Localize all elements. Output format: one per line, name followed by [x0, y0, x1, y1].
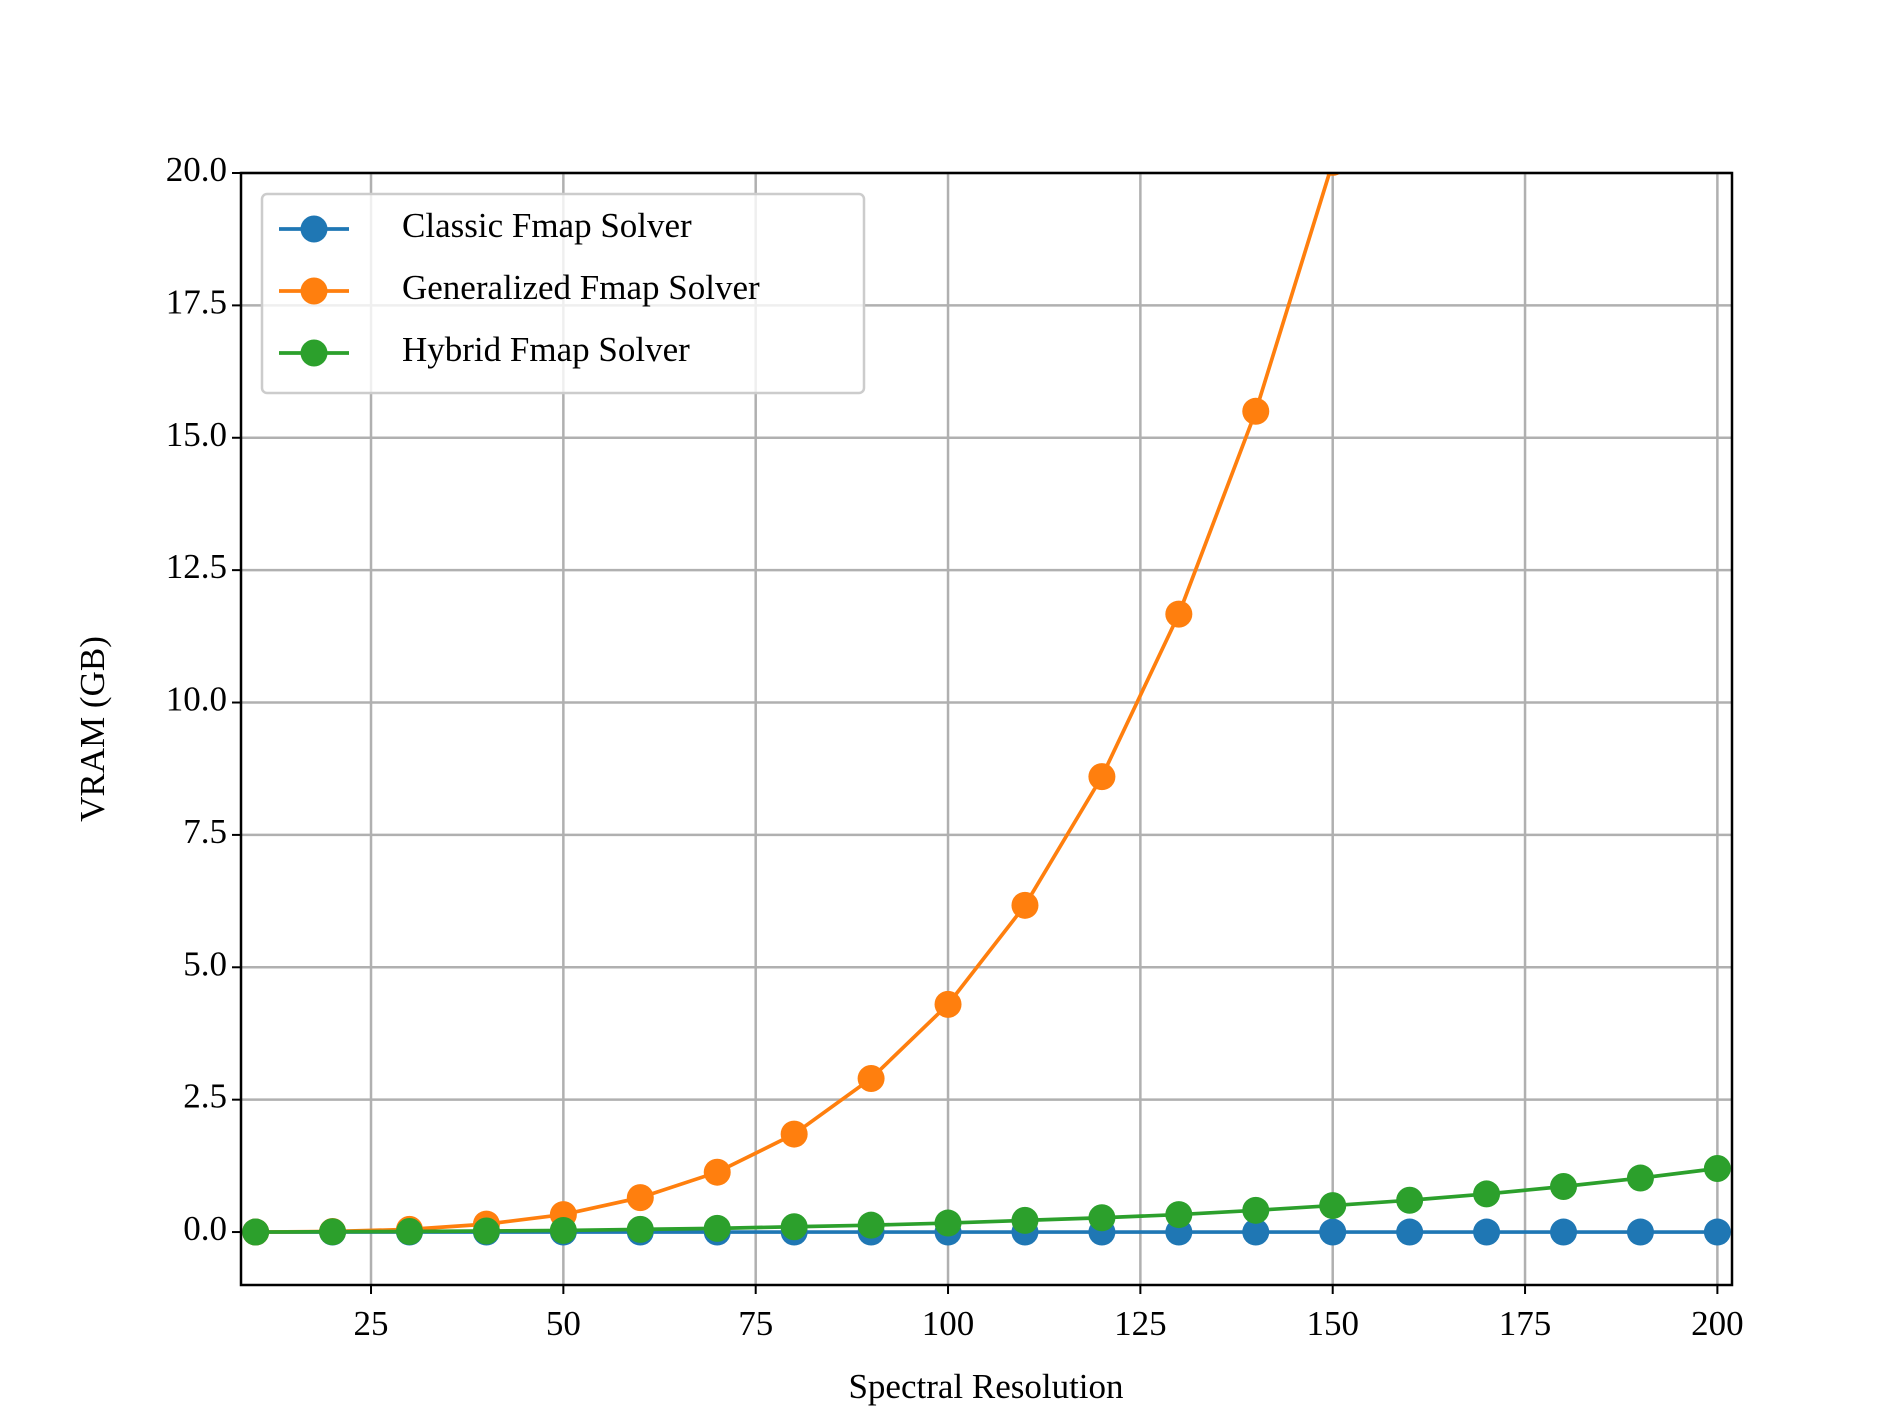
legend-marker — [300, 277, 328, 305]
data-point — [1242, 397, 1270, 425]
data-point — [703, 1158, 731, 1186]
data-point — [1319, 1192, 1347, 1220]
x-tick-label: 175 — [1499, 1304, 1552, 1343]
data-point — [934, 1209, 962, 1237]
data-point — [626, 1215, 654, 1243]
data-point — [319, 1218, 347, 1246]
data-point — [1473, 1218, 1501, 1246]
data-point — [934, 990, 962, 1018]
data-point — [1396, 1186, 1424, 1214]
legend-label: Hybrid Fmap Solver — [402, 330, 690, 369]
x-tick-label: 25 — [354, 1304, 389, 1343]
y-tick-label: 15.0 — [166, 415, 227, 454]
y-tick-label: 0.0 — [183, 1209, 227, 1248]
data-point — [780, 1213, 808, 1241]
data-point — [1088, 763, 1116, 791]
y-tick-label: 5.0 — [183, 944, 227, 983]
data-point — [1550, 1218, 1578, 1246]
data-point — [1165, 1201, 1193, 1229]
y-tick-label: 2.5 — [183, 1077, 227, 1116]
data-point — [242, 1218, 270, 1246]
x-axis-label: Spectral Resolution — [848, 1367, 1123, 1406]
data-point — [857, 1064, 885, 1092]
data-point — [395, 1218, 423, 1246]
y-tick-label: 20.0 — [166, 150, 227, 189]
y-tick-label: 7.5 — [183, 812, 227, 851]
legend-marker — [300, 339, 328, 367]
data-point — [1242, 1196, 1270, 1224]
x-tick-label: 125 — [1114, 1304, 1167, 1343]
x-tick-label: 50 — [546, 1304, 581, 1343]
data-point — [1011, 891, 1039, 919]
data-point — [549, 1216, 577, 1244]
legend-label: Classic Fmap Solver — [402, 206, 692, 245]
y-tick-label: 12.5 — [166, 547, 227, 586]
data-point — [1550, 1173, 1578, 1201]
data-point — [1626, 1218, 1654, 1246]
data-point — [1396, 1218, 1424, 1246]
data-point — [703, 1214, 731, 1242]
x-tick-label: 75 — [738, 1304, 773, 1343]
data-point — [1319, 1218, 1347, 1246]
x-tick-label: 200 — [1691, 1304, 1744, 1343]
data-point — [1165, 600, 1193, 628]
x-tick-label: 100 — [922, 1304, 975, 1343]
y-tick-label: 17.5 — [166, 282, 227, 321]
data-point — [857, 1211, 885, 1239]
data-point — [1473, 1180, 1501, 1208]
data-point — [1703, 1218, 1731, 1246]
data-point — [1626, 1164, 1654, 1192]
plot-frame — [239, 171, 1734, 1287]
y-axis-label: VRAM (GB) — [73, 636, 112, 822]
data-point — [780, 1120, 808, 1148]
data-point — [626, 1184, 654, 1212]
legend-marker — [300, 215, 328, 243]
legend-label: Generalized Fmap Solver — [402, 268, 760, 307]
data-point — [1242, 1218, 1270, 1246]
legend-box — [260, 192, 866, 395]
plot-area — [242, 173, 1731, 1246]
x-tick-label: 150 — [1306, 1304, 1359, 1343]
data-point — [1011, 1206, 1039, 1234]
data-point — [472, 1217, 500, 1245]
data-point — [1703, 1155, 1731, 1183]
y-tick-label: 10.0 — [166, 680, 227, 719]
data-point — [1088, 1204, 1116, 1232]
